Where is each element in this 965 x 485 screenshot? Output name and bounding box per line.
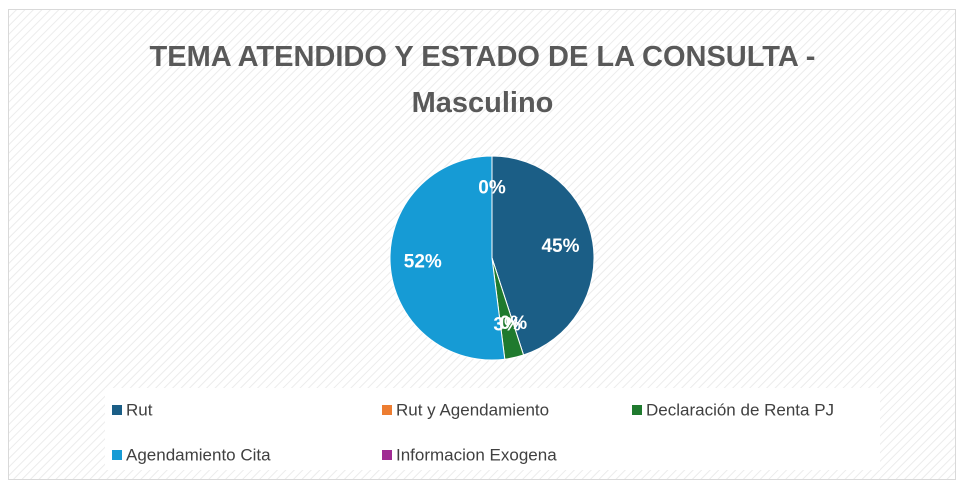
data-label: 0% xyxy=(500,313,528,334)
legend-label: Rut xyxy=(126,400,153,419)
chart-title: TEMA ATENDIDO Y ESTADO DE LA CONSULTA - … xyxy=(149,41,816,119)
legend-box xyxy=(105,388,880,470)
legend-label: Informacion Exogena xyxy=(396,445,557,464)
data-label: 45% xyxy=(541,236,579,257)
data-label: 0% xyxy=(478,178,506,199)
legend-swatch xyxy=(112,450,122,460)
data-label: 3% xyxy=(493,315,521,336)
data-label: 52% xyxy=(404,251,442,272)
legend-label: Declaración de Renta PJ xyxy=(646,400,834,419)
legend-label: Rut y Agendamiento xyxy=(396,400,549,419)
pie-slice xyxy=(491,155,595,356)
legend-swatch xyxy=(112,405,122,415)
legend-swatch xyxy=(382,450,392,460)
legend-label: Agendamiento Cita xyxy=(126,445,271,464)
pie-slice xyxy=(389,155,506,361)
legend-swatch xyxy=(382,405,392,415)
legend-swatch xyxy=(632,405,642,415)
